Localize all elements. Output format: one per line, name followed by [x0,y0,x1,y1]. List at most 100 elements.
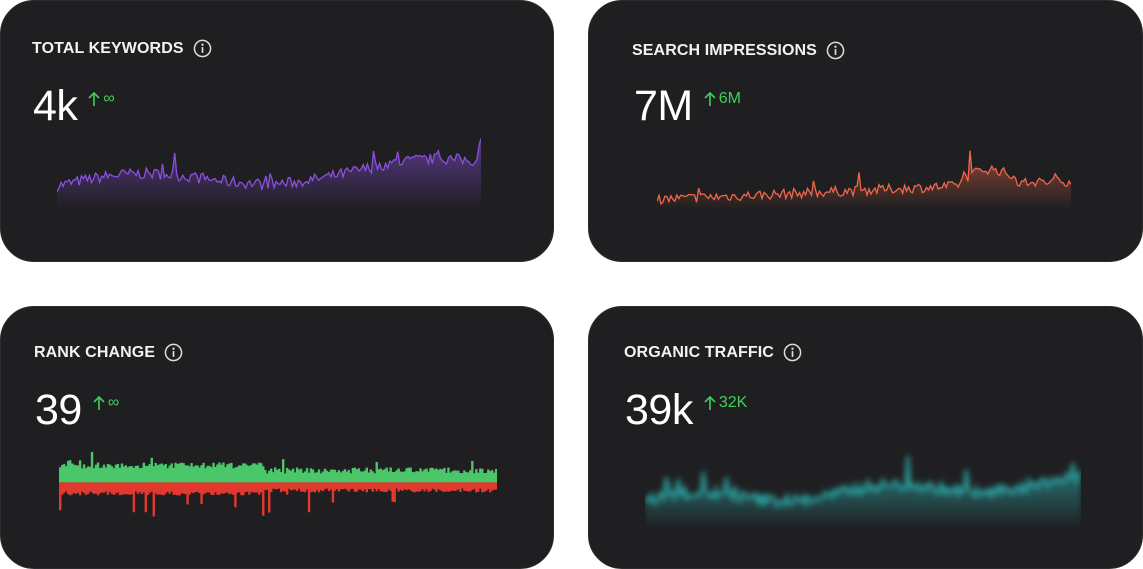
negative-bar [116,482,120,493]
positive-bar [60,465,64,483]
positive-bar [405,468,408,483]
negative-bar [222,482,225,494]
positive-bar [427,471,430,483]
positive-bar [439,468,442,483]
negative-bar [236,482,239,493]
positive-bar [379,468,382,483]
search-impressions-card[interactable]: SEARCH IMPRESSIONS 7M 6M [588,0,1143,262]
positive-bar [383,469,386,483]
negative-bar [158,482,161,495]
info-icon[interactable] [826,41,845,60]
positive-bar [158,464,161,483]
positive-bar [98,468,102,483]
positive-bar [76,465,80,483]
info-icon[interactable] [783,343,802,362]
positive-bar [495,468,497,483]
negative-bar [70,482,74,495]
negative-bar [246,482,249,492]
card-title: SEARCH IMPRESSIONS [632,41,817,59]
positive-bar [210,467,213,483]
positive-bar [399,471,402,483]
negative-bar [172,482,175,495]
negative-bar [82,482,86,493]
positive-bar [82,464,86,483]
positive-bar [94,464,98,483]
metric-value: 39 [35,386,82,434]
negative-bar [315,482,319,491]
positive-bar [299,468,303,483]
negative-bar [279,482,283,493]
negative-bar [60,482,64,495]
negative-bar [92,482,96,494]
negative-bar [489,482,492,493]
negative-bar [220,482,223,494]
positive-bar [365,467,368,483]
positive-bar [138,468,142,483]
positive-bar [393,471,396,483]
positive-bar [72,464,76,483]
positive-bar [349,473,353,483]
negative-bar [84,482,88,495]
negative-bar [268,482,271,513]
negative-bar [156,482,159,495]
positive-bar [212,462,215,483]
positive-bar [208,465,211,483]
negative-bar [447,482,450,492]
total-keywords-card[interactable]: TOTAL KEYWORDS 4k ∞ [0,0,554,262]
negative-bar [66,482,70,495]
positive-bar [289,470,293,483]
negative-bar [397,482,400,492]
negative-bar [301,482,305,492]
card-header: TOTAL KEYWORDS [32,39,212,58]
negative-bar [369,482,372,490]
negative-bar [357,482,361,490]
negative-bar [473,482,476,489]
arrow-up-icon [704,395,716,410]
negative-bar [359,482,363,490]
negative-bar [461,482,464,489]
negative-bar [323,482,327,490]
negative-bar [381,482,384,492]
negative-bar [467,482,470,492]
rank-change-card[interactable]: RANK CHANGE 39 ∞ [0,306,554,569]
positive-bar [311,469,315,483]
delta-value: ∞ [107,394,120,411]
positive-bar [132,467,136,483]
positive-bar [96,462,100,483]
negative-bar [373,482,376,489]
positive-bar [351,468,355,483]
positive-bar [377,469,380,483]
sparkline-blur-group [645,455,1081,529]
negative-bar [256,482,259,493]
negative-bar [162,482,165,496]
positive-bar [62,463,66,483]
negative-bar [194,482,197,492]
positive-bar [102,464,106,483]
negative-bar [493,482,496,490]
positive-bar [172,468,175,483]
positive-bar [182,463,185,483]
negative-bar [142,482,146,493]
positive-bar [353,467,357,483]
negative-bar [485,482,488,491]
negative-bar [305,482,309,490]
positive-bar [256,464,259,483]
info-icon[interactable] [193,39,212,58]
positive-bar [491,470,494,483]
negative-bar [168,482,171,494]
positive-bar [305,468,309,483]
organic-traffic-card[interactable]: ORGANIC TRAFFIC 39k 32K [588,306,1143,569]
positive-bar [429,467,432,483]
negative-bar [477,482,480,492]
info-icon[interactable] [164,343,183,362]
positive-bar [214,466,217,483]
negative-bar [114,482,118,494]
positive-bar [250,464,253,483]
positive-bar [411,472,414,483]
positive-bar [457,470,460,483]
negative-bar [200,482,203,505]
negative-bar [196,482,199,492]
positive-bar [471,461,474,483]
positive-bar [122,466,126,483]
negative-bar [405,482,408,491]
